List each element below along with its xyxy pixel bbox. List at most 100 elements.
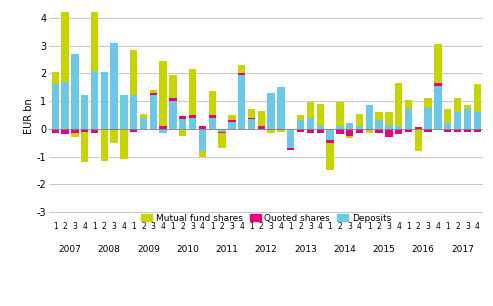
Bar	[218, 133, 226, 148]
Bar	[464, 105, 471, 109]
Bar	[287, 129, 294, 148]
Bar	[159, 129, 167, 133]
Bar	[169, 101, 176, 129]
Bar	[61, 129, 69, 134]
Text: 2016: 2016	[412, 245, 435, 254]
Bar	[71, 129, 78, 133]
Bar	[248, 119, 255, 129]
Bar	[238, 75, 246, 129]
Bar	[238, 73, 246, 75]
Bar	[336, 103, 344, 126]
Bar	[395, 129, 402, 134]
Bar	[209, 118, 216, 129]
Bar	[130, 50, 138, 95]
Bar	[454, 129, 461, 132]
Bar	[199, 151, 206, 156]
Bar	[150, 95, 157, 129]
Bar	[317, 129, 324, 133]
Bar	[277, 130, 284, 132]
Bar	[51, 72, 59, 84]
Bar	[454, 98, 461, 112]
Bar	[101, 72, 108, 129]
Bar	[307, 129, 314, 133]
Bar	[405, 109, 412, 129]
Bar	[110, 43, 118, 129]
Text: 2010: 2010	[176, 245, 199, 254]
Bar	[159, 61, 167, 126]
Bar	[424, 108, 432, 129]
Bar	[140, 114, 147, 118]
Bar	[51, 84, 59, 129]
Bar	[474, 112, 481, 129]
Bar	[169, 98, 176, 101]
Bar	[199, 129, 206, 151]
Bar	[81, 129, 88, 132]
Bar	[464, 129, 471, 132]
Bar	[209, 91, 216, 115]
Bar	[297, 129, 304, 132]
Bar	[474, 129, 481, 132]
Bar	[228, 115, 236, 121]
Bar	[346, 129, 353, 136]
Bar	[91, 70, 98, 129]
Bar	[267, 130, 275, 133]
Bar	[405, 129, 412, 132]
Bar	[91, 129, 98, 133]
Bar	[267, 129, 275, 130]
Bar	[140, 118, 147, 129]
Bar	[61, 7, 69, 82]
Text: 2013: 2013	[294, 245, 317, 254]
Bar	[395, 83, 402, 126]
Bar	[385, 112, 392, 125]
Bar	[228, 121, 236, 122]
Bar	[179, 119, 186, 129]
Bar	[218, 129, 226, 132]
Bar	[258, 126, 265, 129]
Bar	[297, 121, 304, 129]
Bar	[199, 126, 206, 129]
Bar	[179, 129, 186, 136]
Bar	[424, 129, 432, 132]
Bar	[110, 129, 118, 130]
Bar	[71, 54, 78, 129]
Bar	[326, 143, 334, 170]
Text: 2015: 2015	[373, 245, 395, 254]
Bar	[248, 118, 255, 119]
Legend: Mutual fund shares, Quoted shares, Deposits: Mutual fund shares, Quoted shares, Depos…	[138, 210, 395, 226]
Bar	[307, 118, 314, 129]
Bar	[81, 95, 88, 129]
Bar	[366, 105, 373, 129]
Text: 2011: 2011	[215, 245, 239, 254]
Bar	[297, 115, 304, 121]
Bar	[385, 129, 392, 137]
Text: 2009: 2009	[137, 245, 160, 254]
Bar	[189, 118, 196, 129]
Text: 2014: 2014	[333, 245, 356, 254]
Text: 2012: 2012	[255, 245, 278, 254]
Bar	[415, 127, 422, 129]
Bar	[395, 126, 402, 129]
Bar	[444, 123, 452, 129]
Bar	[307, 103, 314, 118]
Bar	[474, 84, 481, 112]
Bar	[238, 65, 246, 73]
Bar	[356, 126, 363, 129]
Bar	[71, 133, 78, 137]
Bar	[287, 148, 294, 150]
Bar	[366, 129, 373, 130]
Bar	[120, 95, 128, 129]
Bar	[159, 126, 167, 129]
Bar	[218, 132, 226, 133]
Bar	[424, 98, 432, 108]
Bar	[317, 126, 324, 129]
Bar	[444, 109, 452, 123]
Bar	[336, 129, 344, 134]
Bar	[405, 100, 412, 109]
Bar	[434, 86, 442, 129]
Bar	[375, 112, 383, 121]
Bar	[169, 75, 176, 98]
Bar	[150, 90, 157, 93]
Bar	[150, 93, 157, 95]
Bar	[326, 129, 334, 140]
Y-axis label: EUR bn: EUR bn	[24, 99, 34, 134]
